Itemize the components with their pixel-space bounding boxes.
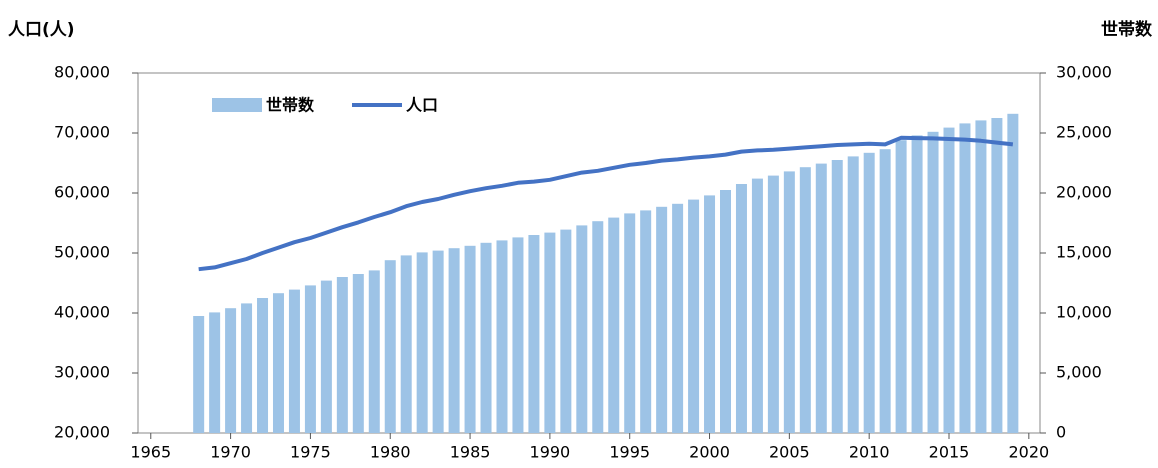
bar (480, 242, 492, 433)
legend-label: 世帯数 (266, 96, 315, 115)
bar (640, 210, 652, 433)
bar (719, 190, 731, 433)
y2-axis-title: 世帯数 (1101, 19, 1153, 40)
bar (209, 312, 221, 433)
x-tick-label: 1970 (210, 443, 251, 462)
bar (943, 127, 955, 433)
y-axis-title: 人口(人) (8, 20, 75, 40)
y2-tick-label: 0 (1056, 423, 1066, 442)
x-tick-label: 1965 (130, 443, 171, 462)
bar (704, 195, 716, 433)
bar (608, 217, 620, 433)
bar (576, 225, 588, 433)
y2-tick-label: 30,000 (1056, 63, 1112, 82)
bar (432, 250, 444, 433)
bar (592, 221, 604, 433)
bar (336, 277, 348, 433)
y-tick-label: 30,000 (54, 363, 110, 382)
bar (735, 184, 747, 433)
bar (320, 280, 332, 433)
bar (193, 316, 205, 433)
bar (927, 131, 939, 434)
bar (831, 160, 843, 433)
bar (688, 199, 700, 433)
line (198, 135, 1014, 272)
y-tick-label: 70,000 (54, 123, 110, 142)
y-tick-label: 60,000 (54, 183, 110, 202)
bar (416, 252, 428, 433)
x-tick-label: 1985 (450, 443, 491, 462)
x-tick-label: 2015 (929, 443, 970, 462)
bar (879, 149, 891, 433)
x-tick-label: 2005 (769, 443, 810, 462)
bar (1007, 113, 1019, 434)
bar (304, 285, 316, 433)
y2-tick-label: 25,000 (1056, 123, 1112, 142)
bar (288, 289, 300, 433)
bar (272, 293, 284, 433)
bar (560, 229, 572, 433)
legend-label: 人口 (406, 96, 438, 115)
y-tick-label: 20,000 (54, 423, 110, 442)
bar (959, 123, 971, 434)
x-tick-label: 1975 (290, 443, 331, 462)
bar (863, 152, 875, 434)
bar (368, 270, 380, 433)
bar (544, 232, 556, 433)
y-tick-label: 40,000 (54, 303, 110, 322)
bar (672, 203, 684, 433)
x-tick-label: 1995 (609, 443, 650, 462)
legend-swatch (212, 98, 262, 112)
bar (799, 167, 811, 433)
x-tick-label: 2010 (849, 443, 890, 462)
bar (496, 240, 508, 433)
y2-tick-label: 20,000 (1056, 183, 1112, 202)
x-tick-label: 2000 (689, 443, 730, 462)
bar (384, 260, 396, 433)
bar (783, 171, 795, 433)
bar (512, 237, 524, 433)
bar (352, 274, 364, 433)
bar (225, 308, 237, 433)
bar (815, 163, 827, 433)
bar (911, 135, 923, 433)
x-tick-label: 2020 (1008, 443, 1049, 462)
y-tick-label: 80,000 (54, 63, 110, 82)
x-tick-label: 1980 (370, 443, 411, 462)
y2-tick-label: 15,000 (1056, 243, 1112, 262)
bar (528, 235, 540, 433)
bar (895, 140, 907, 433)
y2-tick-label: 5,000 (1056, 363, 1102, 382)
bar (847, 156, 859, 433)
bar (656, 206, 668, 433)
bar (624, 213, 636, 433)
bar (975, 120, 987, 434)
bar (464, 245, 476, 433)
bar (767, 175, 779, 433)
y2-tick-label: 10,000 (1056, 303, 1112, 322)
bar (257, 298, 269, 433)
bar (241, 303, 253, 433)
bar (448, 248, 460, 433)
x-tick-label: 1990 (530, 443, 571, 462)
bar (400, 255, 412, 433)
y-tick-label: 50,000 (54, 243, 110, 262)
bar (991, 118, 1003, 433)
bar (751, 178, 763, 433)
